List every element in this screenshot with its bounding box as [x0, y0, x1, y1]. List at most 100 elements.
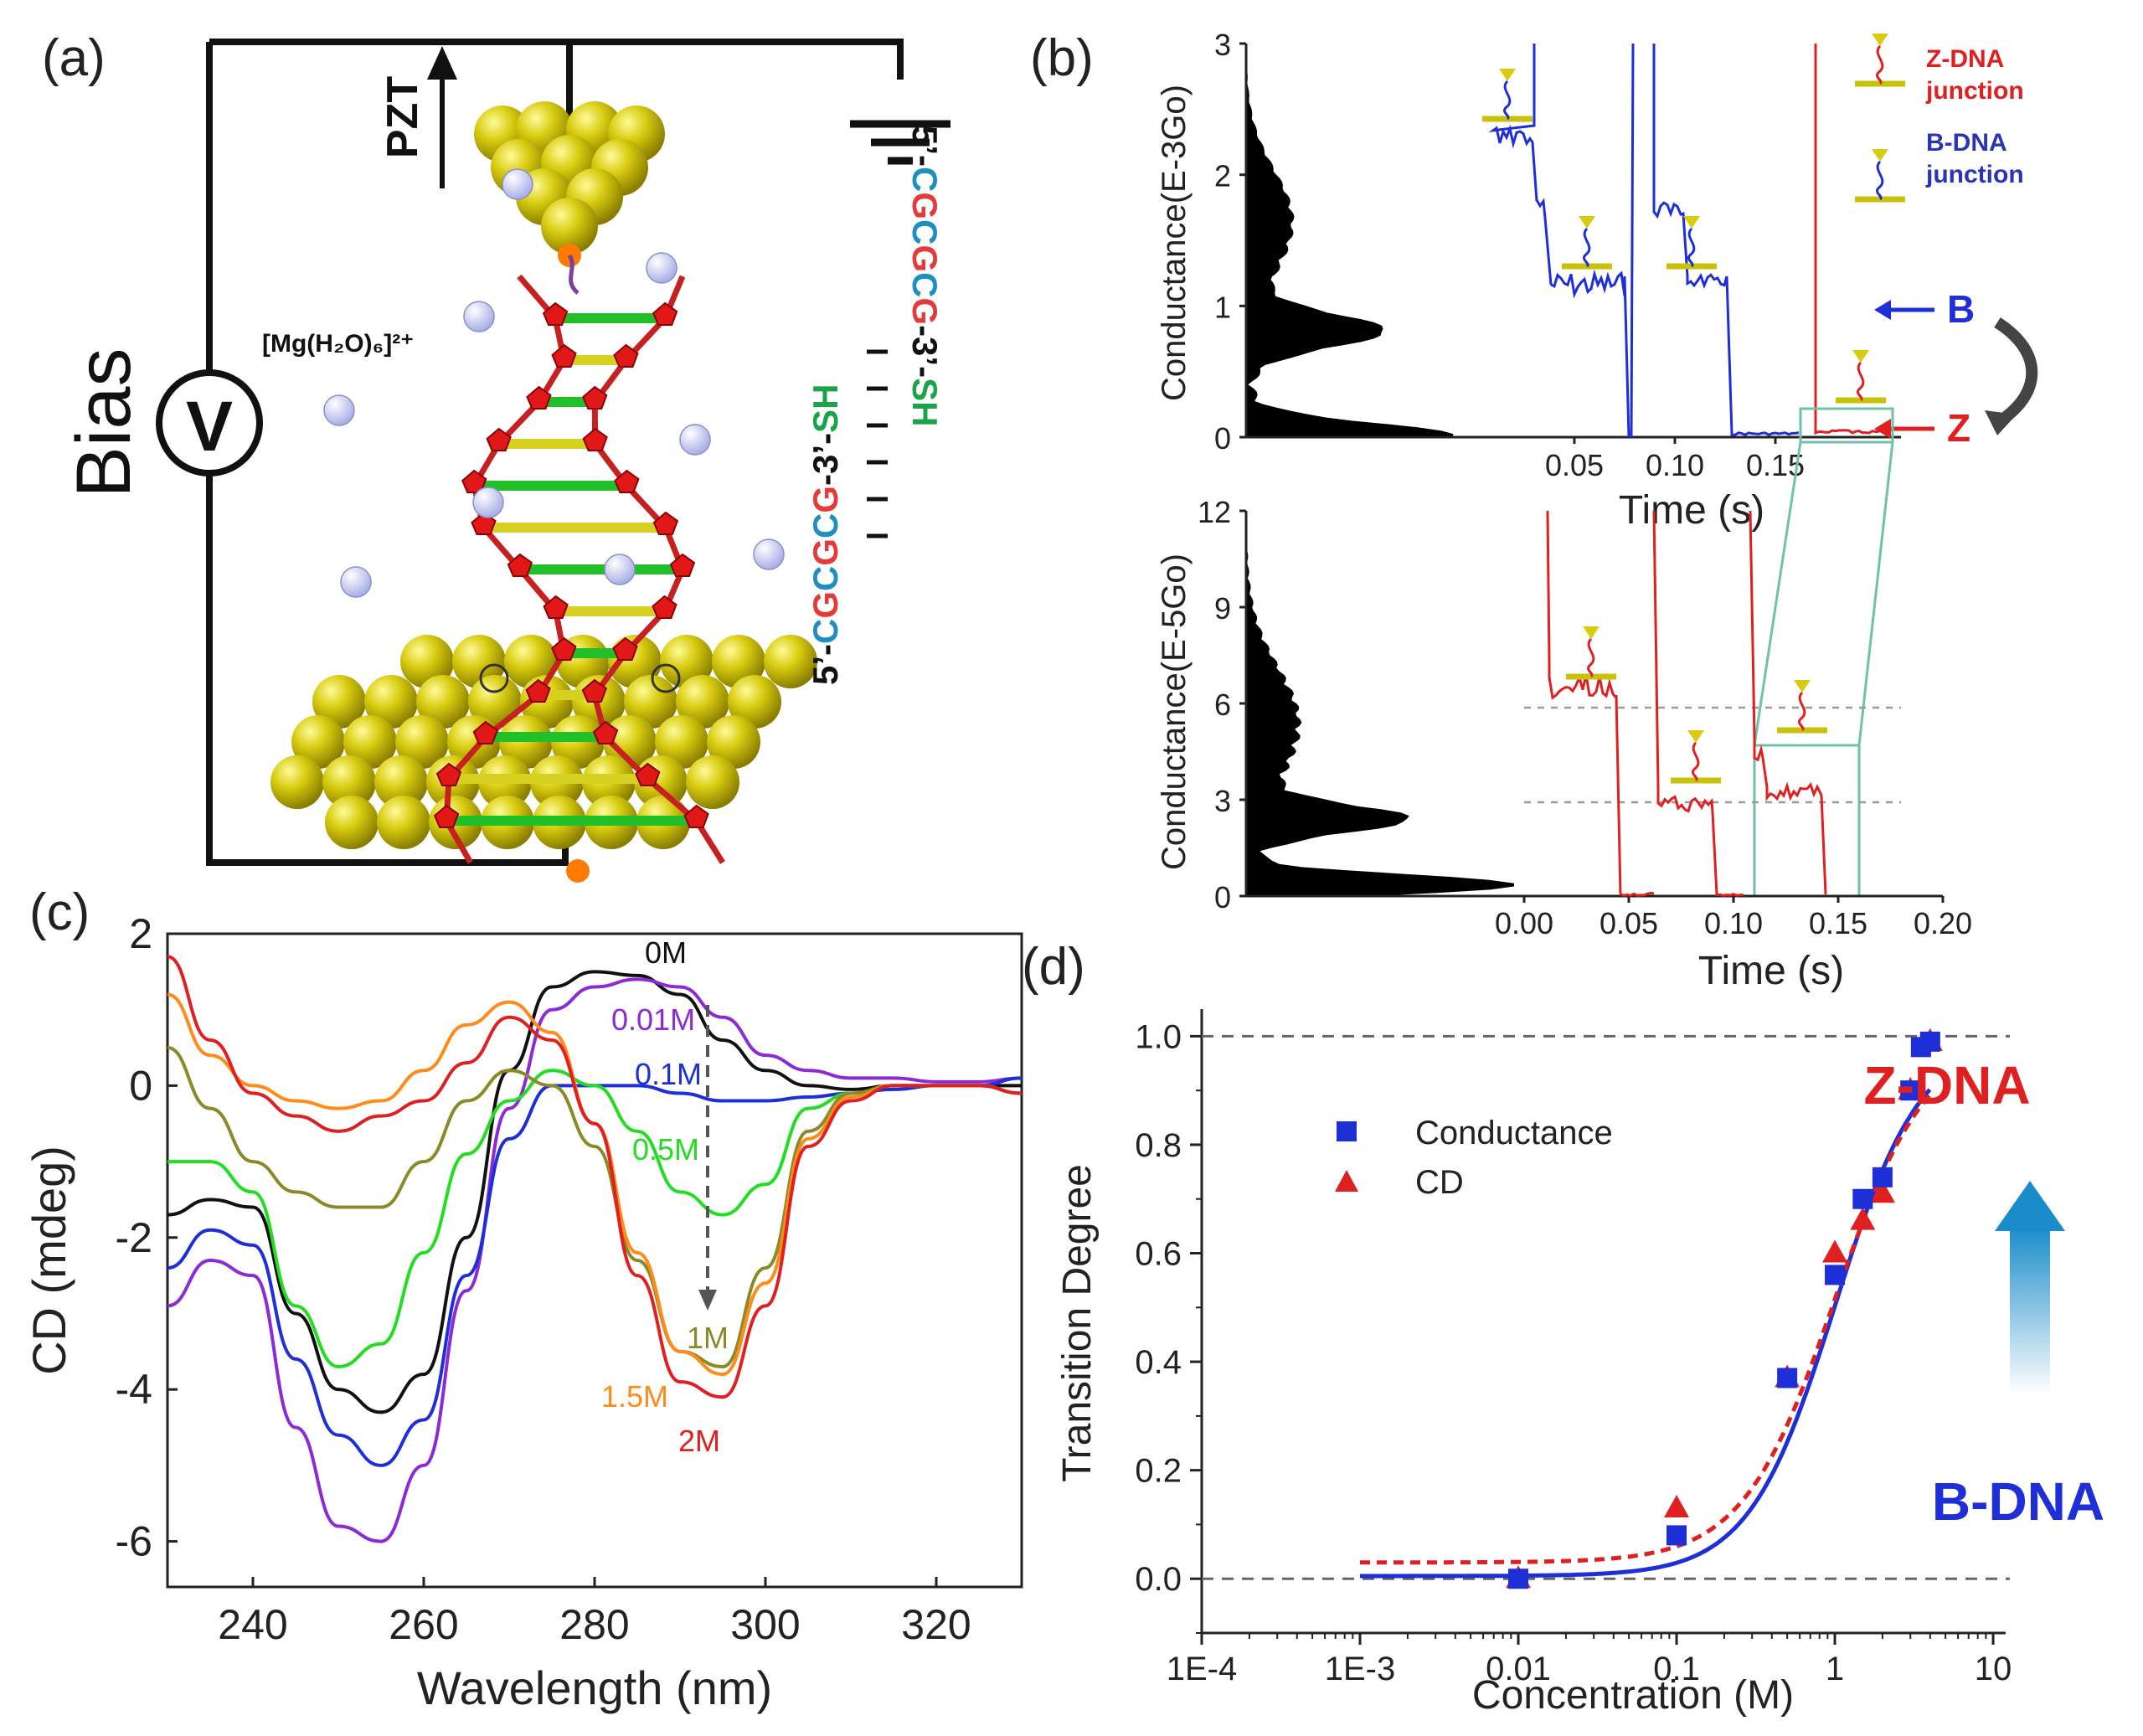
histogram-bars [1246, 511, 1514, 896]
zoom-box-bottom [1753, 744, 1861, 898]
y-tick-label: -6 [116, 1518, 152, 1565]
plot-frame-c [166, 932, 1023, 1589]
b-dna-trace [1488, 44, 1630, 438]
sugar-ring [526, 385, 552, 410]
b-dna-trace [1652, 44, 1800, 436]
sugar-ring [472, 720, 499, 744]
sugar-ring [525, 678, 551, 703]
cd-point [1850, 1207, 1876, 1230]
zoom-connector [1753, 441, 1802, 746]
mg-ion [646, 252, 677, 284]
y-tick-label: 12 [1198, 495, 1231, 529]
ylabel-bottom: Conductance(E-5Go) [1156, 554, 1193, 870]
panel-label-b: (b) [1030, 29, 1094, 87]
transition-points [1506, 1028, 1943, 1589]
cd-point [1869, 1180, 1895, 1203]
gold-atom [377, 796, 430, 849]
mg-ion [502, 168, 533, 200]
cd-label-2M: 2M [678, 1424, 720, 1458]
gold-atom [712, 635, 765, 688]
histogram-bars [1246, 44, 1454, 437]
traces-bottom [1546, 510, 1827, 897]
svg-text:B-DNA: B-DNA [1926, 129, 2007, 157]
y-tick-label: 3 [1214, 28, 1231, 62]
x-tick-label: 10 [1975, 1651, 2012, 1687]
y-tick-label: -4 [116, 1366, 152, 1413]
conductance-point [1825, 1265, 1846, 1285]
sugar-ring [582, 385, 608, 410]
z-dna-trace [1546, 510, 1655, 897]
y-ticks-bottom: 0 3 6 9 12 [1198, 495, 1246, 914]
mg-ion [340, 566, 372, 598]
ylabel-c: CD (mdeg) [23, 1146, 75, 1375]
x-tick-label: 0.01 [1486, 1651, 1551, 1687]
junction-icon [1499, 69, 1516, 81]
xlabel-top: Time (s) [1619, 488, 1764, 533]
junction-icon [1852, 350, 1869, 363]
gold-atom [312, 675, 366, 729]
x-tick-label: 1E-4 [1167, 1651, 1238, 1687]
gold-atom [416, 675, 470, 729]
cd-series-2M [167, 955, 1023, 1399]
x-tick-label: 0.05 [1545, 448, 1604, 482]
svg-text:junction: junction [1925, 77, 2024, 105]
legend-b-dna: B-DNA junction [1855, 129, 2024, 203]
cd-label-0M: 0M [645, 935, 687, 970]
gold-tip [474, 101, 665, 255]
sugar-ring [652, 301, 678, 326]
sugar-ring [635, 762, 661, 786]
junction-icon [1683, 216, 1700, 229]
conductance-point [1852, 1188, 1873, 1209]
arrow-label-b: B [1947, 287, 1975, 331]
gold-atom [364, 675, 418, 729]
junction-icon [1687, 227, 1696, 268]
svg-text:V: V [186, 387, 233, 466]
sugar-ring [652, 511, 679, 535]
gold-atom [764, 635, 817, 688]
x-tick-label: 240 [218, 1601, 287, 1648]
conductance-point [1919, 1031, 1940, 1052]
junction-icon [1692, 741, 1700, 782]
cd-series-0_1M [167, 1076, 1023, 1467]
transition-ticks: 1E-4 1E-3 0.01 0.1 1 10 0.0 0.2 0.4 0.6 0.8 1.0 [1135, 1018, 2012, 1687]
legend-z-dna: Z-DNA junction [1855, 33, 2024, 105]
pzt-label: PZT [379, 76, 427, 158]
svg-text:Z-DNA: Z-DNA [1926, 45, 2004, 73]
mg-ions [323, 168, 785, 598]
gold-atom [504, 635, 558, 688]
mg-ion [604, 554, 636, 585]
conductance-histogram-bottom [1246, 511, 1514, 896]
x-tick-label: 280 [559, 1601, 629, 1648]
sugar-ring [581, 678, 608, 703]
bias-label: Bias [61, 348, 147, 498]
ylabel-top: Conductance(E-3Go) [1156, 85, 1193, 401]
sugar-ring [543, 595, 569, 619]
panel-label-c: (c) [29, 883, 90, 941]
linker [567, 254, 580, 295]
legend-z-icon [1876, 44, 1884, 85]
mg-ion [323, 394, 355, 426]
cd-label-0_01M: 0.01M [611, 1002, 695, 1037]
sugar-ring [486, 427, 512, 451]
conductance-point [1666, 1525, 1687, 1546]
gold-atom [325, 796, 379, 849]
zoom-box-top [1799, 407, 1894, 444]
y-tick-label: 0.2 [1135, 1453, 1182, 1490]
gold-atom [676, 675, 729, 729]
gold-atom [707, 715, 760, 769]
y-tick-label: 1 [1214, 290, 1231, 324]
gold-atom [452, 635, 506, 688]
ring-marker [651, 663, 681, 693]
y-tick-label: 0.6 [1135, 1236, 1182, 1273]
xlabel-c: Wavelength (nm) [417, 1661, 772, 1714]
z-dna-helix [433, 254, 725, 864]
cd-ticks: 240 260 280 300 320 2 0 -2 -4 -6 [116, 910, 971, 1648]
b-arrow-icon [1874, 300, 1934, 320]
xlabel-d: Concentration (M) [1472, 1673, 1794, 1718]
y-tick-label: 3 [1214, 784, 1231, 818]
gold-atom [322, 755, 376, 809]
strand-bottom: 5’-CGCGCG-3’-SH [806, 384, 845, 685]
y-tick-label: 1.0 [1135, 1018, 1182, 1055]
